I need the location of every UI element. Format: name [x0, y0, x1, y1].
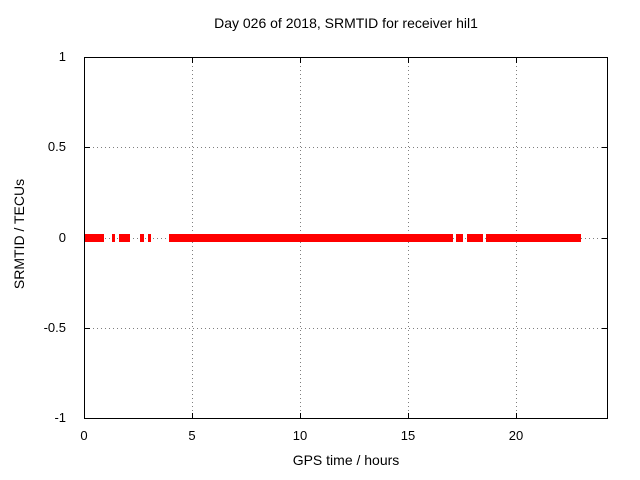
y-tick-mark — [602, 418, 607, 419]
x-tick-label: 10 — [292, 428, 308, 443]
y-tick-mark — [602, 147, 607, 148]
x-tick-label: 20 — [508, 428, 524, 443]
data-segment — [467, 234, 483, 242]
y-tick-label: 0.5 — [47, 139, 66, 154]
x-tick-label: 5 — [188, 428, 196, 443]
y-tick-label: 1 — [58, 49, 66, 64]
x-tick-mark — [84, 58, 85, 63]
x-tick-mark — [300, 413, 301, 418]
plot-area — [84, 57, 608, 419]
x-tick-mark — [516, 58, 517, 63]
data-segment — [486, 234, 581, 242]
y-tick-mark — [85, 418, 90, 419]
data-segment — [456, 234, 463, 242]
x-tick-label: 15 — [400, 428, 416, 443]
x-tick-mark — [300, 58, 301, 63]
h-gridline — [85, 328, 607, 329]
y-tick-mark — [85, 147, 90, 148]
y-tick-label: 0 — [58, 230, 66, 245]
data-segment — [140, 234, 144, 242]
data-segment — [85, 234, 104, 242]
y-tick-mark — [85, 328, 90, 329]
x-tick-mark — [192, 58, 193, 63]
y-tick-label: -1 — [54, 410, 66, 425]
x-tick-mark — [408, 413, 409, 418]
x-tick-mark — [192, 413, 193, 418]
data-segment — [169, 234, 453, 242]
y-tick-mark — [602, 328, 607, 329]
y-tick-mark — [602, 57, 607, 58]
x-tick-mark — [408, 58, 409, 63]
data-segment — [148, 234, 151, 242]
data-segment — [112, 234, 115, 242]
chart-title: Day 026 of 2018, SRMTID for receiver hil… — [214, 15, 478, 31]
x-axis-title: GPS time / hours — [292, 452, 400, 468]
data-segment — [119, 234, 130, 242]
y-tick-label: -0.5 — [43, 320, 66, 335]
h-gridline — [85, 147, 607, 148]
x-tick-label: 0 — [80, 428, 88, 443]
y-tick-mark — [602, 238, 607, 239]
y-tick-mark — [85, 57, 90, 58]
x-tick-mark — [516, 413, 517, 418]
